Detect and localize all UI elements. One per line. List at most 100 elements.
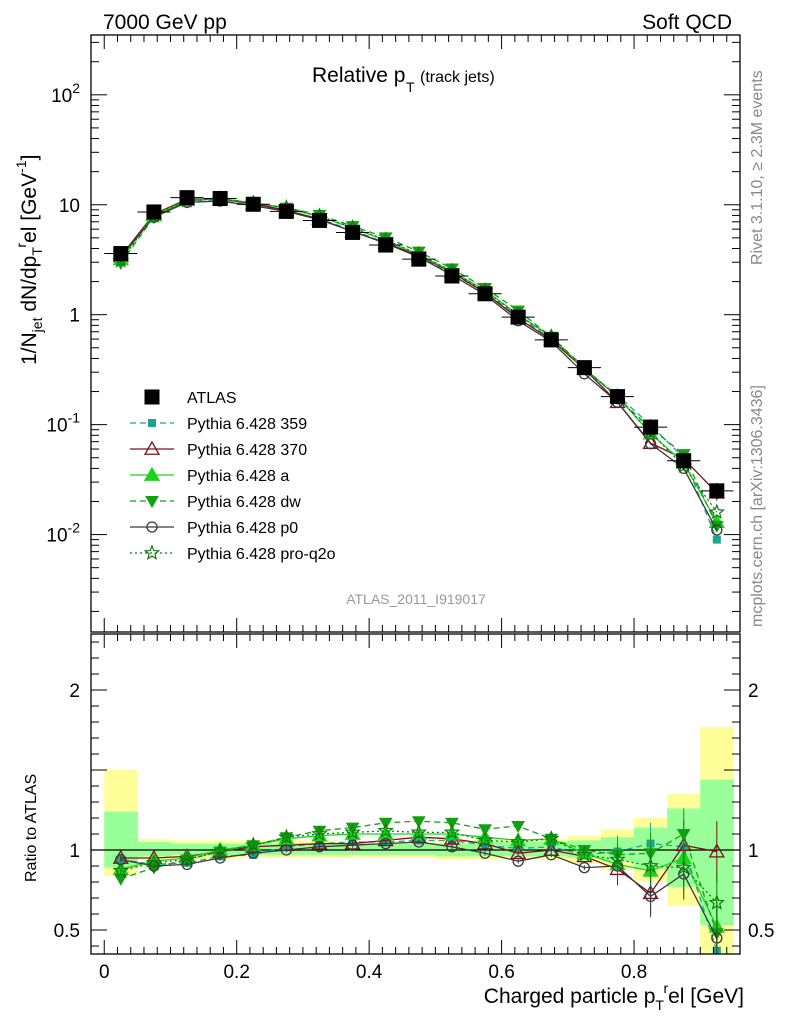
y-tick-label-top: 10-2 (46, 520, 80, 547)
x-tick-label: 0.2 (223, 962, 249, 983)
ratio-point-pdw (676, 829, 691, 842)
plot-title-main: Relative p (312, 64, 405, 87)
ratio-point-pq2o (509, 833, 527, 850)
top-panel-frame (90, 34, 741, 633)
top-series (104, 190, 734, 544)
data-point-atlas (113, 246, 129, 262)
legend: ATLAS Pythia 6.428 359 Pythia 6.428 370 Pyt… (130, 389, 336, 563)
legend-item-pp0: Pythia 6.428 p0 (130, 520, 298, 537)
ratio-point-pq2o (542, 830, 560, 846)
ratio-point-pp0 (380, 837, 392, 850)
ratio-series (112, 808, 726, 954)
x-tick-label: 0 (99, 962, 110, 983)
y-tick-label-bottom-right: 0.5 (748, 921, 774, 942)
ratio-point-pq2o (311, 825, 328, 842)
legend-marker-pp0 (146, 521, 158, 533)
ratio-point-pq2o (675, 858, 693, 875)
legend-item-pdw: Pythia 6.428 dw (130, 494, 301, 511)
legend-item-pq2o: Pythia 6.428 pro-q2o (130, 544, 336, 563)
header-right-label: Soft QCD (642, 11, 732, 34)
data-point-atlas (311, 212, 327, 228)
y-tick-label-bottom-left: 1 (69, 841, 80, 862)
data-point-atlas (510, 309, 526, 325)
ratio-point-pq2o (576, 846, 593, 862)
ratio-point-pdw (478, 824, 492, 837)
legend-label-pp0: Pythia 6.428 p0 (187, 520, 298, 537)
ratio-point-pq2o (708, 894, 726, 910)
side-label-rivet: Rivet 3.1.10, ≥ 2.3M events (749, 70, 766, 265)
y-tick-label-top: 102 (51, 80, 80, 107)
ratio-point-pq2o (178, 850, 196, 867)
ratio-point-pp0 (446, 841, 458, 853)
side-label-mcplots: mcplots.cern.ch [arXiv:1306.3436] (749, 385, 766, 627)
plot-title-extra: (track jets) (420, 69, 495, 86)
legend-marker-p359 (148, 419, 156, 427)
legend-label-pq2o: Pythia 6.428 pro-q2o (187, 546, 336, 563)
y-axis-label-top: 1/Njet dN/dpTrel [GeV-1] (13, 155, 45, 365)
ratio-point-pq2o (112, 862, 130, 878)
x-tick-label: 0.6 (488, 962, 514, 983)
data-point-p359 (712, 535, 721, 544)
ratio-point-pq2o (377, 822, 395, 838)
ratio-point-pp0 (413, 836, 425, 848)
ratio-point-pp0 (313, 841, 326, 853)
legend-item-atlas: ATLAS (144, 389, 237, 407)
legend-label-pa: Pythia 6.428 a (187, 468, 289, 485)
data-point-atlas (709, 483, 725, 499)
ratio-point-pq2o (344, 823, 361, 840)
ratio-point-pq2o (145, 854, 163, 870)
ratio-point-pp0 (346, 839, 359, 851)
y-tick-label-bottom-right: 1 (748, 841, 759, 862)
legend-item-pa: Pythia 6.428 a (130, 466, 289, 485)
ratio-point-pp0 (479, 847, 491, 859)
data-point-atlas (576, 360, 592, 376)
ratio-point-p370 (510, 844, 527, 860)
ratio-point-pq2o (609, 850, 626, 867)
header-left-label: 7000 GeV pp (103, 11, 227, 34)
data-point-atlas (278, 203, 294, 219)
data-point-atlas (179, 190, 195, 206)
y-tick-label-bottom-right: 2 (748, 681, 759, 702)
legend-label-atlas: ATLAS (187, 390, 237, 407)
ratio-series-pq2o (112, 822, 726, 934)
ratio-point-pq2o (443, 823, 461, 840)
ratio-point-pq2o (244, 836, 262, 853)
legend-label-p370: Pythia 6.428 370 (187, 442, 307, 459)
ratio-point-pp0 (644, 890, 657, 903)
ratio-point-pdw (511, 821, 526, 834)
x-tick-label: 0.4 (356, 962, 383, 983)
legend-marker-p370 (143, 440, 161, 455)
x-tick-label: 0.8 (621, 962, 647, 983)
legend-item-p359: Pythia 6.428 359 (130, 416, 307, 433)
ratio-point-p370 (344, 835, 361, 850)
plot-title: Relative p T (track jets) (312, 64, 495, 95)
data-point-atlas (345, 224, 361, 240)
ratio-point-pq2o (278, 828, 295, 845)
ratio-point-pp0 (545, 849, 557, 861)
data-point-atlas (411, 251, 427, 267)
bottom-panel-frame (90, 633, 741, 955)
legend-marker-pdw (145, 496, 159, 509)
data-point-pp0 (644, 438, 657, 450)
ratio-point-pdw (577, 845, 592, 858)
ratio-point-pq2o (211, 842, 229, 859)
data-point-atlas (609, 389, 625, 405)
analysis-watermark: ATLAS_2011_I919017 (346, 591, 486, 607)
data-point-atlas (245, 196, 261, 212)
y-tick-label-bottom-left: 0.5 (54, 921, 80, 942)
legend-label-p359: Pythia 6.428 359 (187, 416, 307, 433)
legend-marker-atlas (144, 389, 160, 405)
y-tick-label-bottom-left: 2 (69, 681, 80, 702)
ratio-point-pq2o (476, 831, 494, 848)
band-green-bin (402, 843, 436, 855)
data-point-atlas (543, 332, 559, 348)
data-point-atlas (444, 268, 460, 284)
y-axis-label-bottom: Ratio to ATLAS (23, 774, 40, 882)
data-point-pp0 (711, 524, 723, 536)
plot-title-sub: T (406, 79, 415, 95)
data-point-atlas (477, 286, 493, 302)
data-point-atlas (378, 237, 394, 253)
data-point-pq2o (708, 503, 726, 520)
ratio-series-clipped (112, 808, 726, 954)
